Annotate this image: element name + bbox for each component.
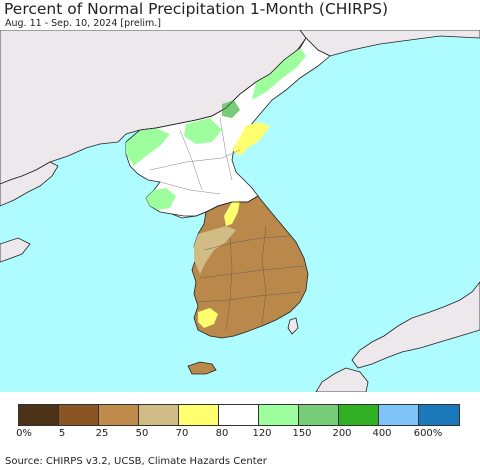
sk-sw-dry	[198, 308, 218, 328]
legend-tick-label: 70	[175, 428, 189, 439]
legend-swatch	[419, 405, 459, 425]
legend-tick-label: 25	[95, 428, 109, 439]
sk-east-yellow	[224, 200, 240, 226]
legend-tick-label: 80	[215, 428, 229, 439]
nk-wet-central	[184, 118, 222, 144]
legend-tick-label: 5	[58, 428, 66, 439]
japan-honshu	[351, 281, 480, 369]
source-credit: Source: CHIRPS v3.2, UCSB, Climate Hazar…	[5, 456, 267, 467]
legend-swatch	[259, 405, 299, 425]
liaodong-peninsula	[0, 161, 59, 207]
nk-wet-sw	[146, 188, 176, 210]
legend-ticks: 0% 5 25 50 70 80 120 150 200 400 600%	[0, 428, 480, 442]
nk-dry-east	[232, 122, 270, 156]
legend-swatch	[59, 405, 99, 425]
border-line	[125, 47, 301, 143]
jeju-island	[187, 361, 217, 375]
dmz-line	[171, 195, 259, 217]
nk-wet-mid	[222, 100, 240, 118]
legend-swatch	[219, 405, 259, 425]
legend-swatch	[99, 405, 139, 425]
legend-tick-label: 150	[292, 428, 312, 439]
map-title: Percent of Normal Precipitation 1-Month …	[4, 0, 388, 18]
map-subtitle: Aug. 11 - Sep. 10, 2024 [prelim.]	[5, 18, 161, 29]
shandong-land	[0, 237, 31, 263]
japan-kyushu	[315, 367, 369, 392]
nk-wet-north	[252, 48, 306, 100]
nk-wet-west	[126, 128, 170, 166]
legend-tick-label: 0%	[16, 428, 32, 439]
legend-tick-label: 400	[372, 428, 392, 439]
sk-west-coast	[194, 226, 236, 274]
legend-tick-label: 120	[252, 428, 272, 439]
legend-swatch	[139, 405, 179, 425]
sk-province-lines	[195, 225, 305, 331]
legend-swatch	[179, 405, 219, 425]
legend-tick-label: 50	[135, 428, 149, 439]
legend-swatch	[379, 405, 419, 425]
legend-swatch	[19, 405, 59, 425]
nk-province-lines	[149, 117, 241, 195]
legend-swatch	[299, 405, 339, 425]
legend-tick-label: 600%	[413, 428, 443, 439]
tsushima	[287, 317, 299, 335]
color-legend	[18, 404, 460, 426]
precipitation-map	[0, 30, 480, 392]
legend-swatch	[339, 405, 379, 425]
legend-tick-label: 200	[332, 428, 352, 439]
